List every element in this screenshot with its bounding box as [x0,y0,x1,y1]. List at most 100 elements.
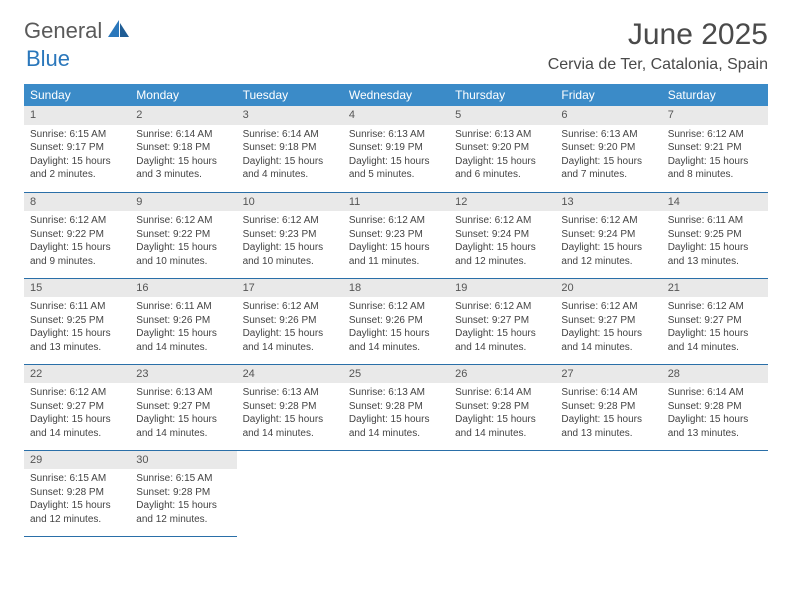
daylight-text-1: Daylight: 15 hours [668,413,762,427]
sunrise-text: Sunrise: 6:15 AM [30,128,124,142]
daylight-text-1: Daylight: 15 hours [455,155,549,169]
daylight-text-1: Daylight: 15 hours [136,413,230,427]
sunset-text: Sunset: 9:28 PM [668,400,762,414]
week-row: 29Sunrise: 6:15 AMSunset: 9:28 PMDayligh… [24,450,768,536]
daylight-text-2: and 10 minutes. [243,255,337,269]
day-cell: 28Sunrise: 6:14 AMSunset: 9:28 PMDayligh… [662,364,768,450]
daylight-text-1: Daylight: 15 hours [243,155,337,169]
date-number: 25 [343,365,449,384]
day-cell: 18Sunrise: 6:12 AMSunset: 9:26 PMDayligh… [343,278,449,364]
day-cell: 3Sunrise: 6:14 AMSunset: 9:18 PMDaylight… [237,106,343,192]
daylight-text-1: Daylight: 15 hours [243,413,337,427]
daylight-text-1: Daylight: 15 hours [243,241,337,255]
sunset-text: Sunset: 9:22 PM [30,228,124,242]
daylight-text-1: Daylight: 15 hours [561,327,655,341]
day-cell: 20Sunrise: 6:12 AMSunset: 9:27 PMDayligh… [555,278,661,364]
day-cell: 10 Sunrise: 6:12 AMSunset: 9:23 PMDayligh… [237,192,343,278]
daylight-text-2: and 5 minutes. [349,168,443,182]
sunrise-text: Sunrise: 6:15 AM [136,472,230,486]
sunrise-text: Sunrise: 6:14 AM [561,386,655,400]
sunrise-text: Sunrise: 6:13 AM [243,386,337,400]
daylight-text-2: and 14 minutes. [136,341,230,355]
sunrise-text: Sunrise: 6:15 AM [30,472,124,486]
daylight-text-2: and 12 minutes. [455,255,549,269]
date-number: 29 [24,451,130,470]
daylight-text-2: and 14 minutes. [243,341,337,355]
daylight-text-2: and 3 minutes. [136,168,230,182]
day-cell: 17Sunrise: 6:12 AMSunset: 9:26 PMDayligh… [237,278,343,364]
daylight-text-2: and 12 minutes. [561,255,655,269]
day-cell: 6Sunrise: 6:13 AMSunset: 9:20 PMDaylight… [555,106,661,192]
sunrise-text: Sunrise: 6:14 AM [668,386,762,400]
daylight-text-1: Daylight: 15 hours [136,499,230,513]
date-number: 30 [130,451,236,470]
daylight-text-1: Daylight: 15 hours [455,327,549,341]
sunrise-text: Sunrise: 6:14 AM [455,386,549,400]
sunset-text: Sunset: 9:28 PM [136,486,230,500]
sunrise-text: Sunrise: 6:12 AM [243,214,337,228]
daylight-text-2: and 14 minutes. [455,427,549,441]
sunset-text: Sunset: 9:23 PM [243,228,337,242]
sunrise-text: Sunrise: 6:13 AM [561,128,655,142]
daylight-text-1: Daylight: 15 hours [349,241,443,255]
sunset-text: Sunset: 9:26 PM [349,314,443,328]
sunrise-text: Sunrise: 6:11 AM [668,214,762,228]
dow-saturday: Saturday [662,84,768,106]
daylight-text-1: Daylight: 15 hours [349,413,443,427]
daylight-text-2: and 2 minutes. [30,168,124,182]
dow-tuesday: Tuesday [237,84,343,106]
sunrise-text: Sunrise: 6:12 AM [136,214,230,228]
date-number: 26 [449,365,555,384]
date-number: 27 [555,365,661,384]
date-number: 10 [237,193,343,212]
sunset-text: Sunset: 9:20 PM [561,141,655,155]
date-number: 7 [662,106,768,125]
day-cell: 21Sunrise: 6:12 AMSunset: 9:27 PMDayligh… [662,278,768,364]
sunrise-text: Sunrise: 6:13 AM [349,386,443,400]
week-row: 8Sunrise: 6:12 AMSunset: 9:22 PMDaylight… [24,192,768,278]
daylight-text-2: and 13 minutes. [668,255,762,269]
sunrise-text: Sunrise: 6:14 AM [243,128,337,142]
brand-logo: General [24,18,132,44]
daylight-text-2: and 14 minutes. [30,427,124,441]
sunset-text: Sunset: 9:18 PM [136,141,230,155]
sunset-text: Sunset: 9:24 PM [455,228,549,242]
daylight-text-2: and 14 minutes. [455,341,549,355]
sunset-text: Sunset: 9:23 PM [349,228,443,242]
date-number: 19 [449,279,555,298]
date-number: 9 [130,193,236,212]
day-cell: 1Sunrise: 6:15 AMSunset: 9:17 PMDaylight… [24,106,130,192]
daylight-text-2: and 13 minutes. [30,341,124,355]
daylight-text-1: Daylight: 15 hours [30,241,124,255]
daylight-text-2: and 14 minutes. [349,341,443,355]
sunrise-text: Sunrise: 6:13 AM [136,386,230,400]
sunset-text: Sunset: 9:25 PM [668,228,762,242]
date-number: 23 [130,365,236,384]
day-cell: 30 Sunrise: 6:15 AMSunset: 9:28 PMDayligh… [130,450,236,536]
daylight-text-1: Daylight: 15 hours [30,499,124,513]
date-number: 12 [449,193,555,212]
daylight-text-2: and 11 minutes. [349,255,443,269]
daylight-text-1: Daylight: 15 hours [668,155,762,169]
daylight-text-1: Daylight: 15 hours [668,241,762,255]
date-number: 24 [237,365,343,384]
daylight-text-1: Daylight: 15 hours [243,327,337,341]
day-cell: 27Sunrise: 6:14 AMSunset: 9:28 PMDayligh… [555,364,661,450]
sunrise-text: Sunrise: 6:14 AM [136,128,230,142]
daylight-text-2: and 12 minutes. [136,513,230,527]
daylight-text-2: and 12 minutes. [30,513,124,527]
sunset-text: Sunset: 9:27 PM [561,314,655,328]
sunset-text: Sunset: 9:24 PM [561,228,655,242]
sunset-text: Sunset: 9:27 PM [30,400,124,414]
day-cell: 14Sunrise: 6:11 AMSunset: 9:25 PMDayligh… [662,192,768,278]
sunset-text: Sunset: 9:28 PM [243,400,337,414]
date-number: 4 [343,106,449,125]
day-cell: 15Sunrise: 6:11 AMSunset: 9:25 PMDayligh… [24,278,130,364]
month-title: June 2025 [548,18,768,52]
day-cell: 2Sunrise: 6:14 AMSunset: 9:18 PMDaylight… [130,106,236,192]
day-cell: 8Sunrise: 6:12 AMSunset: 9:22 PMDaylight… [24,192,130,278]
calendar-body: 1Sunrise: 6:15 AMSunset: 9:17 PMDaylight… [24,106,768,536]
calendar-table: Sunday Monday Tuesday Wednesday Thursday… [24,84,768,537]
daylight-text-1: Daylight: 15 hours [561,155,655,169]
sunset-text: Sunset: 9:26 PM [243,314,337,328]
